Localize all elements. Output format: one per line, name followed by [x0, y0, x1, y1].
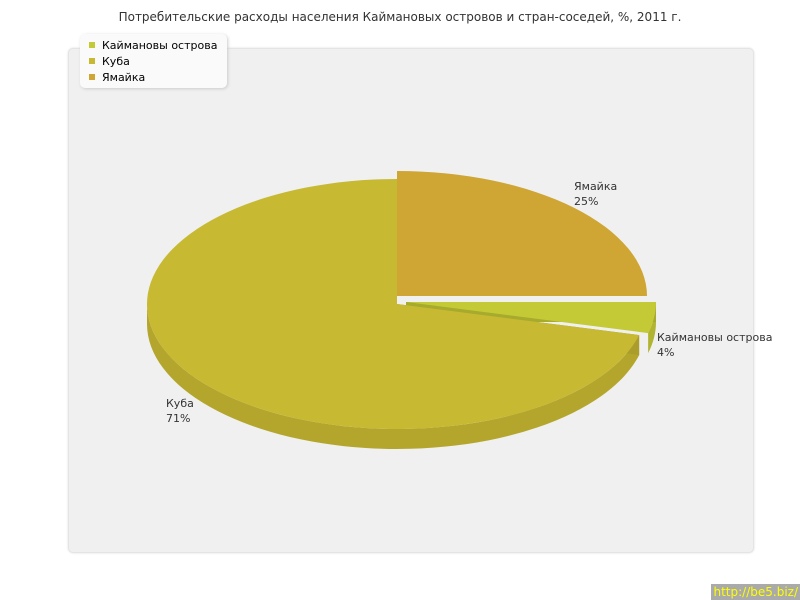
legend-swatch: [89, 74, 95, 80]
slice-label: Каймановы острова: [657, 331, 772, 344]
pie-slice-side: [147, 304, 640, 450]
pie-slice-0: [406, 302, 656, 334]
slice-value: 4%: [657, 346, 674, 359]
chart-title: Потребительские расходы населения Кайман…: [118, 10, 682, 24]
slice-label: Куба: [166, 397, 194, 410]
legend-label: Ямайка: [102, 70, 146, 84]
slice-value: 71%: [166, 412, 190, 425]
legend-item[interactable]: Ямайка: [89, 69, 217, 85]
pie-slice-1: [147, 179, 640, 429]
legend-item[interactable]: Куба: [89, 53, 217, 69]
legend-label: Куба: [102, 54, 130, 68]
legend: Каймановы острова Куба Ямайка: [80, 34, 228, 88]
pie-slice-2: [397, 171, 647, 296]
slice-value: 25%: [574, 195, 598, 208]
pie-slice-side: [648, 302, 656, 354]
legend-item[interactable]: Каймановы острова: [89, 37, 217, 53]
legend-swatch: [89, 42, 95, 48]
watermark-link[interactable]: http://be5.biz/: [711, 584, 800, 600]
slice-label: Ямайка: [574, 180, 617, 193]
legend-label: Каймановы острова: [102, 38, 218, 52]
legend-swatch: [89, 58, 95, 64]
